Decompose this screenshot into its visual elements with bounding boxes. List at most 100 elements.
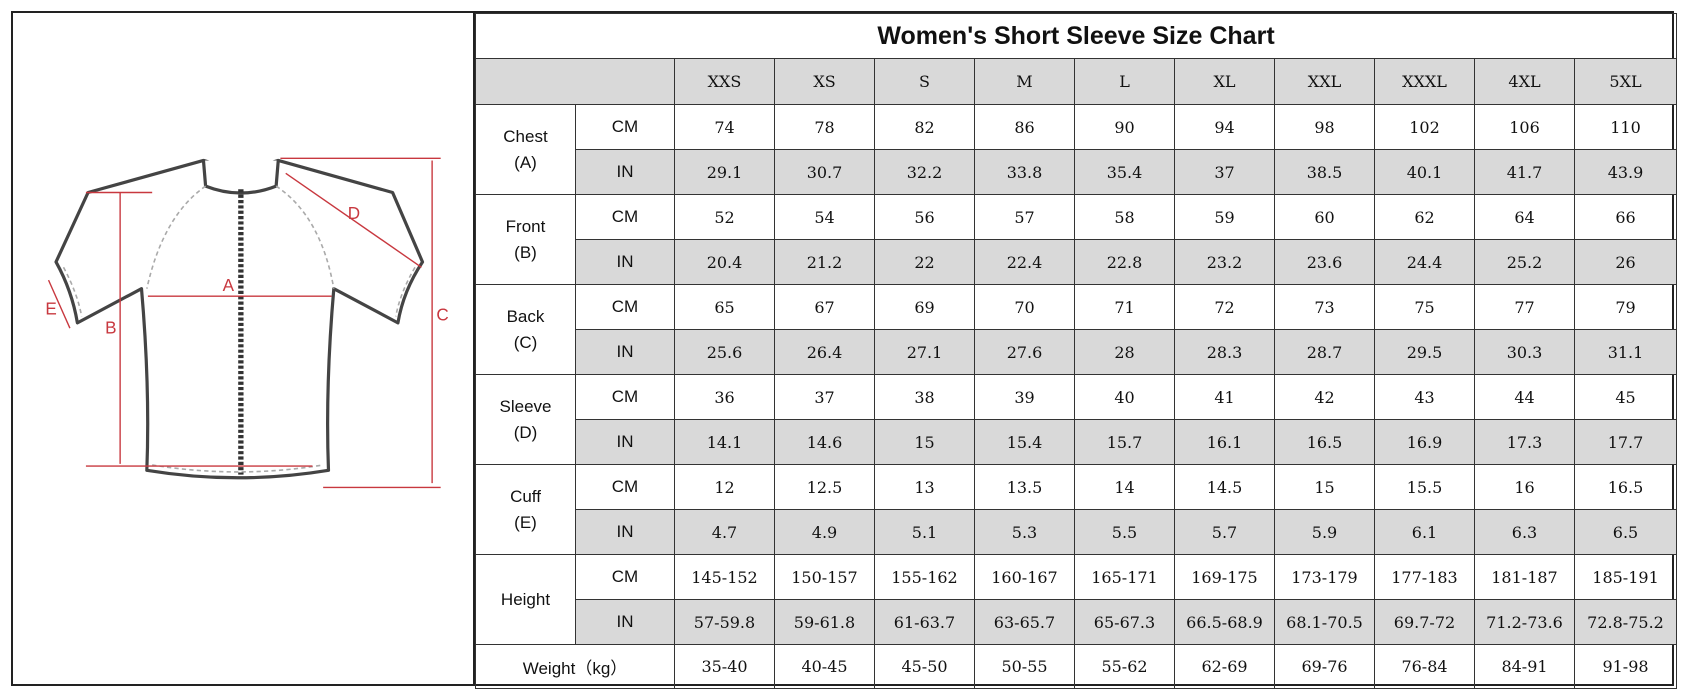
size-value: 22.8 xyxy=(1074,239,1175,285)
size-value: 26 xyxy=(1573,239,1678,285)
measure-row: Front (B) CM 52 54 56 57 58 59 60 62 64 66 xyxy=(475,194,1678,285)
size-value: 86 xyxy=(974,104,1075,150)
size-value: 6.1 xyxy=(1374,509,1475,555)
label-e: E xyxy=(45,299,56,318)
size-value: 33.8 xyxy=(974,149,1075,195)
size-value: 39 xyxy=(974,374,1075,420)
size-value: 160-167 xyxy=(974,554,1075,600)
size-value: 110 xyxy=(1573,104,1678,150)
size-value: 38.5 xyxy=(1274,149,1375,195)
size-value: 57-59.8 xyxy=(674,599,775,645)
size-value: 59-61.8 xyxy=(774,599,875,645)
weight-value: 45-50 xyxy=(874,644,975,689)
size-value: 20.4 xyxy=(674,239,775,285)
measure-label: Height xyxy=(475,554,576,645)
size-value: 5.7 xyxy=(1174,509,1275,555)
size-value: 68.1-70.5 xyxy=(1274,599,1375,645)
size-header: XXS xyxy=(674,58,775,105)
size-value: 15.5 xyxy=(1374,464,1475,510)
size-value: 15.4 xyxy=(974,419,1075,465)
size-value: 17.3 xyxy=(1474,419,1575,465)
size-value: 77 xyxy=(1474,284,1575,330)
size-value: 28.3 xyxy=(1174,329,1275,375)
diagram-panel: A B C D E xyxy=(13,13,475,684)
size-value: 4.9 xyxy=(774,509,875,555)
size-value: 37 xyxy=(1174,149,1275,195)
weight-label: Weight（kg） xyxy=(475,644,675,689)
measure-row: IN 14.1 14.6 15 15.4 15.7 16.1 16.5 16.9 17.3 17.7 xyxy=(476,419,1678,465)
size-value: 15.7 xyxy=(1074,419,1175,465)
measure-label: Sleeve (D) xyxy=(475,374,576,465)
size-value: 82 xyxy=(874,104,975,150)
size-value: 59 xyxy=(1174,194,1275,240)
unit-label: IN xyxy=(575,419,675,465)
size-header: XL xyxy=(1174,58,1275,105)
size-value: 29.1 xyxy=(674,149,775,195)
size-value: 79 xyxy=(1573,284,1678,330)
size-value: 78 xyxy=(774,104,875,150)
size-value: 38 xyxy=(874,374,975,420)
weight-value: 91-98 xyxy=(1573,644,1678,689)
weight-value: 69-76 xyxy=(1274,644,1375,689)
size-value: 60 xyxy=(1274,194,1375,240)
weight-value: 55-62 xyxy=(1074,644,1175,689)
size-value: 31.1 xyxy=(1573,329,1678,375)
size-value: 72 xyxy=(1174,284,1275,330)
size-value: 16.5 xyxy=(1573,464,1678,510)
unit-label: IN xyxy=(575,239,675,285)
size-table: Women's Short Sleeve Size Chart XXS XS S M L X… xyxy=(474,13,1678,689)
size-value: 66.5-68.9 xyxy=(1174,599,1275,645)
size-value: 44 xyxy=(1474,374,1575,420)
unit-label: IN xyxy=(575,509,675,555)
size-value: 15 xyxy=(874,419,975,465)
size-value: 12.5 xyxy=(774,464,875,510)
title-row: Women's Short Sleeve Size Chart xyxy=(474,13,1678,59)
size-value: 28 xyxy=(1074,329,1175,375)
size-value: 12 xyxy=(674,464,775,510)
size-value: 14.5 xyxy=(1174,464,1275,510)
size-value: 62 xyxy=(1374,194,1475,240)
weight-value: 62-69 xyxy=(1174,644,1275,689)
size-value: 145-152 xyxy=(674,554,775,600)
size-value: 185-191 xyxy=(1573,554,1678,600)
measure-label: Back (C) xyxy=(475,284,576,375)
measure-code: (A) xyxy=(514,152,537,172)
measure-label: Cuff (E) xyxy=(475,464,576,555)
size-header: XS xyxy=(774,58,875,105)
measure-name: Back xyxy=(506,306,545,326)
size-value: 41 xyxy=(1174,374,1275,420)
weight-value: 84-91 xyxy=(1474,644,1575,689)
size-value: 74 xyxy=(674,104,775,150)
size-value: 155-162 xyxy=(874,554,975,600)
size-header: 5XL xyxy=(1573,58,1678,105)
size-header: S xyxy=(874,58,975,105)
size-value: 52 xyxy=(674,194,775,240)
measure-row: IN 4.7 4.9 5.1 5.3 5.5 5.7 5.9 6.1 6.3 6.5 xyxy=(476,509,1678,555)
unit-label: CM xyxy=(575,374,675,420)
size-value: 6.3 xyxy=(1474,509,1575,555)
size-value: 35.4 xyxy=(1074,149,1175,195)
size-value: 32.2 xyxy=(874,149,975,195)
size-value: 15 xyxy=(1274,464,1375,510)
size-value: 45 xyxy=(1573,374,1678,420)
size-value: 5.1 xyxy=(874,509,975,555)
size-value: 37 xyxy=(774,374,875,420)
size-value: 28.7 xyxy=(1274,329,1375,375)
size-value: 177-183 xyxy=(1374,554,1475,600)
size-header: M xyxy=(974,58,1075,105)
size-value: 5.5 xyxy=(1074,509,1175,555)
measure-row: Back (C) CM 65 67 69 70 71 72 73 75 77 79 xyxy=(475,284,1678,375)
size-value: 43.9 xyxy=(1573,149,1678,195)
size-value: 70 xyxy=(974,284,1075,330)
size-value: 25.6 xyxy=(674,329,775,375)
size-value: 72.8-75.2 xyxy=(1573,599,1678,645)
jersey-diagram: A B C D E xyxy=(45,157,449,489)
unit-label: CM xyxy=(575,194,675,240)
measure-row: Sleeve (D) CM 36 37 38 39 40 41 42 43 44 45 xyxy=(475,374,1678,465)
size-value: 61-63.7 xyxy=(874,599,975,645)
measure-row: IN 25.6 26.4 27.1 27.6 28 28.3 28.7 29.5 30.3 31.1 xyxy=(476,329,1678,375)
size-value: 26.4 xyxy=(774,329,875,375)
size-value: 22 xyxy=(874,239,975,285)
size-value: 13 xyxy=(874,464,975,510)
size-value: 169-175 xyxy=(1174,554,1275,600)
